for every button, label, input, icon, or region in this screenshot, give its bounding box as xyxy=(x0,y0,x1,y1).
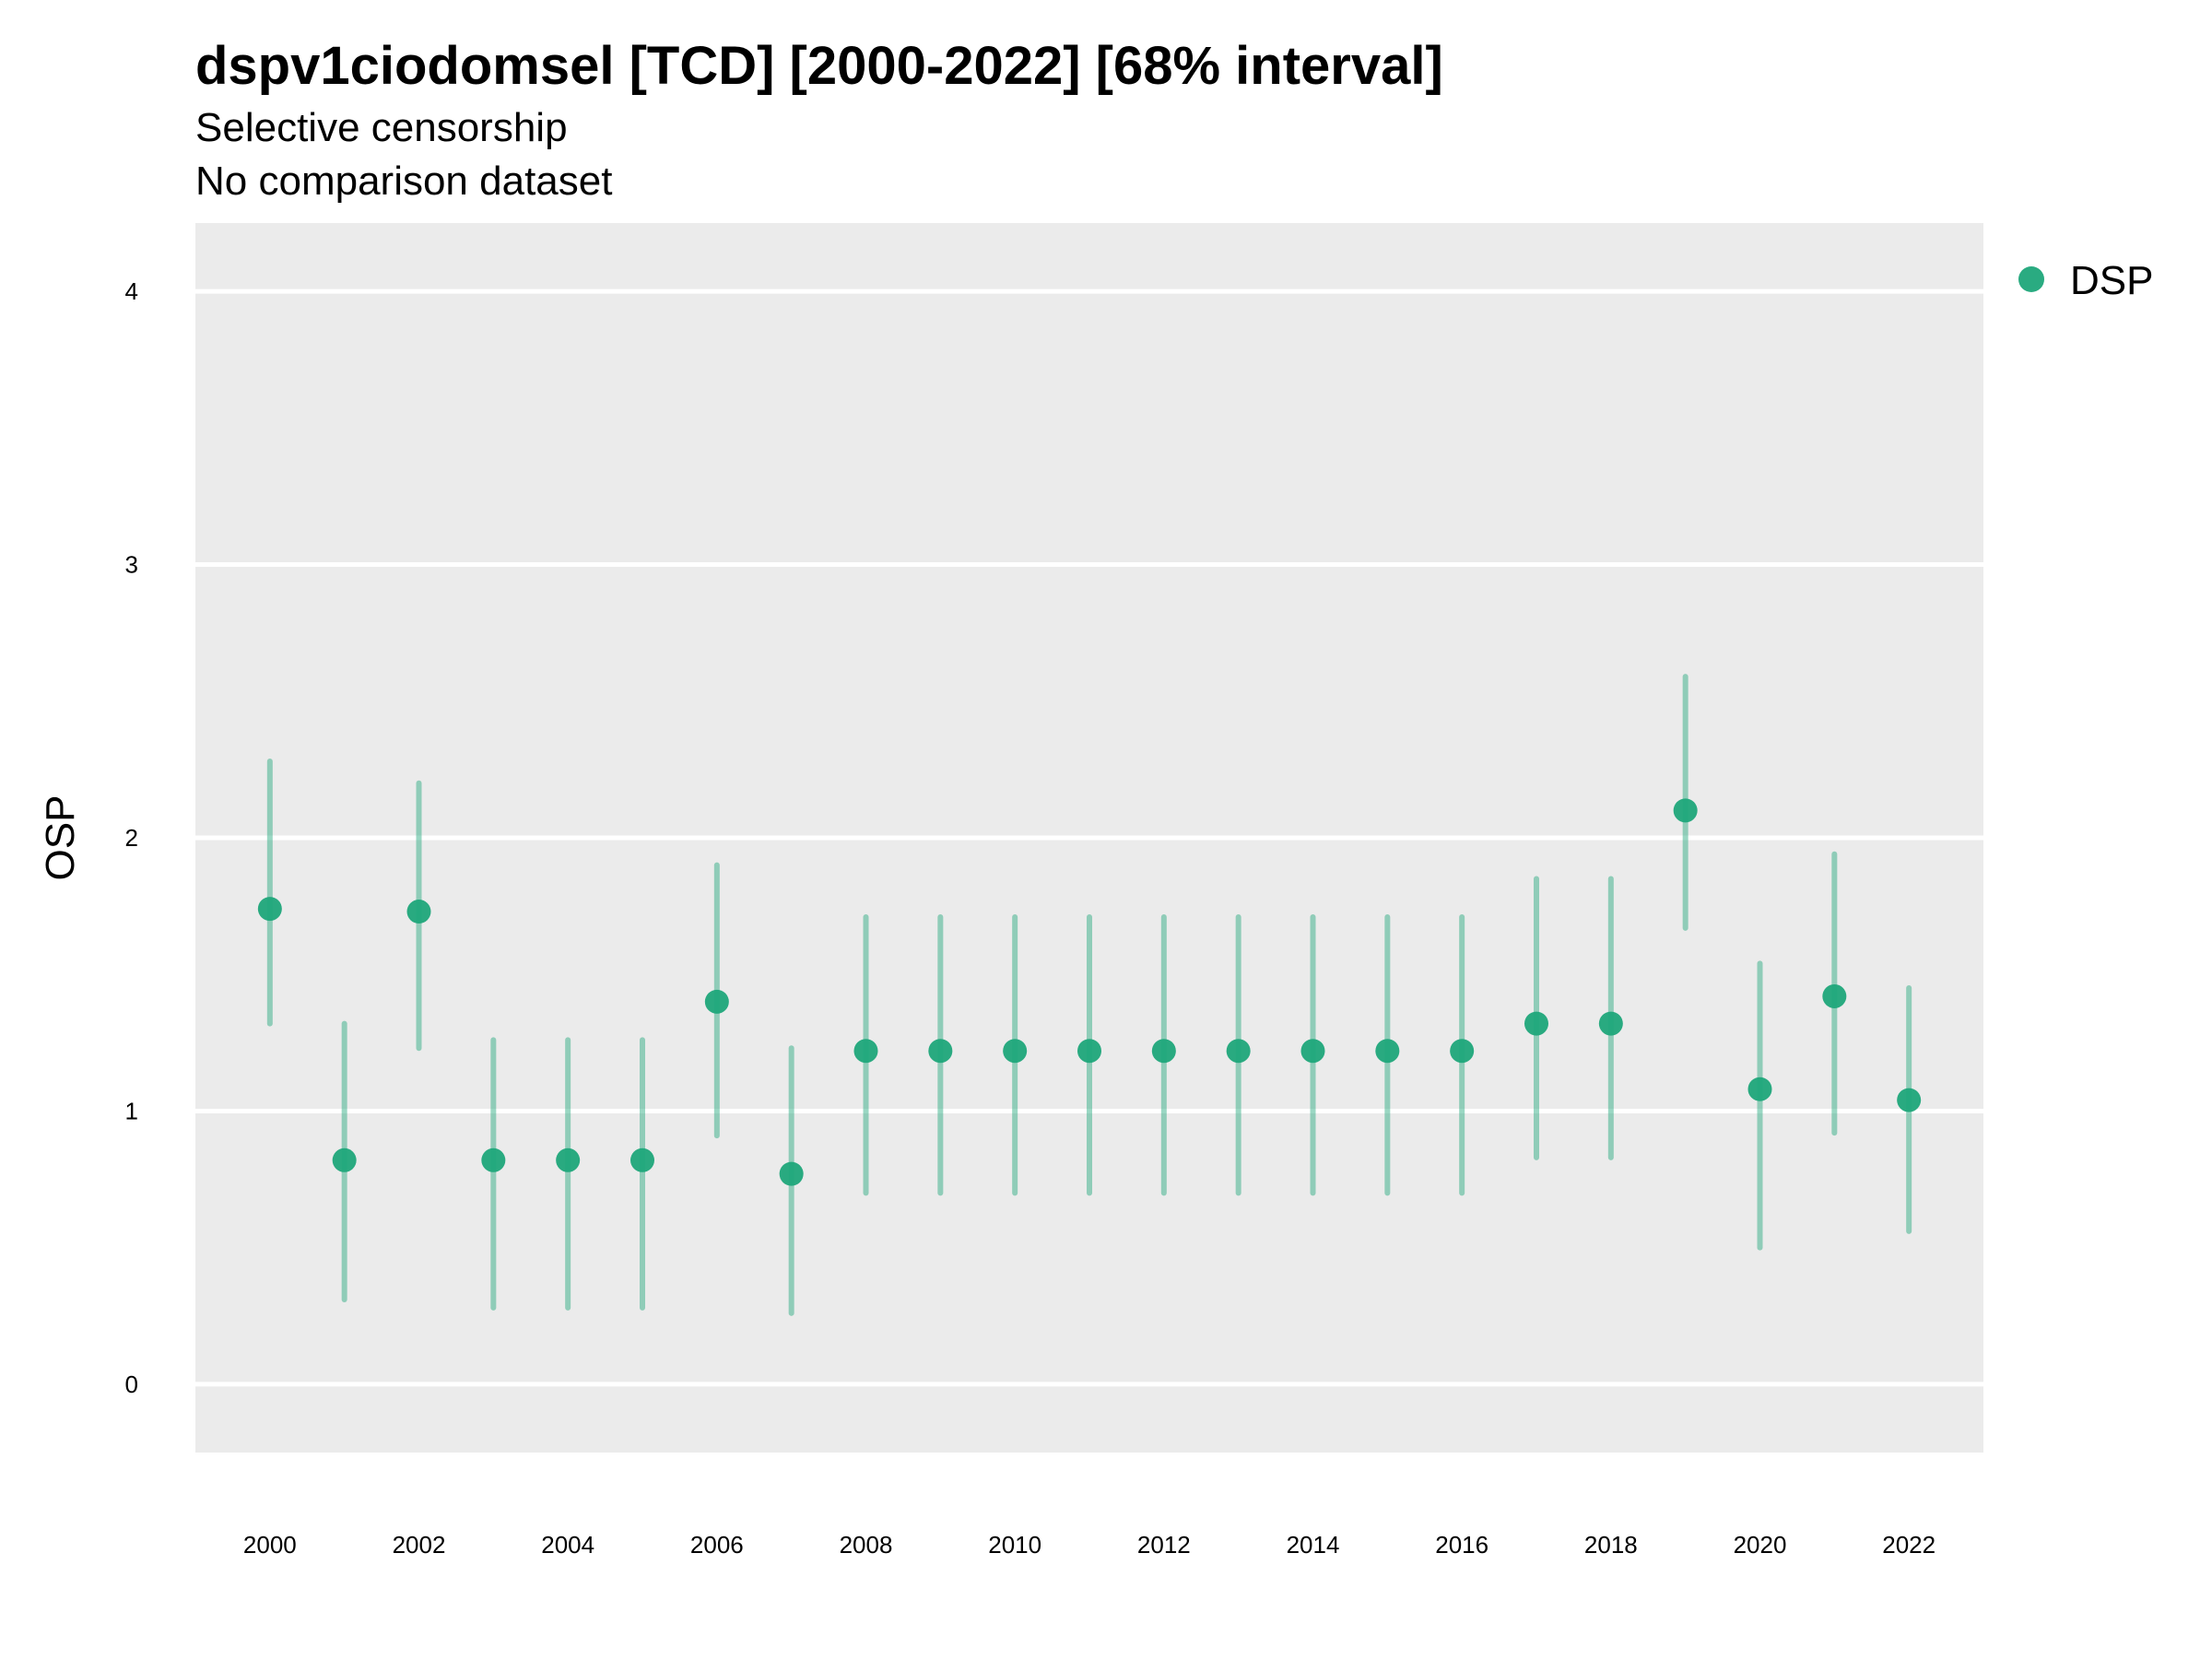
x-tick-label: 2004 xyxy=(541,1531,594,1559)
data-point xyxy=(1897,1088,1922,1112)
x-tick-labels: 2000 2002 2004 2006 2008 2010 2012 2014 2016 2018… xyxy=(243,1531,1936,1559)
data-point xyxy=(556,1147,581,1172)
data-point xyxy=(1226,1039,1251,1064)
data-point xyxy=(779,1161,804,1186)
x-tick-label: 2000 xyxy=(243,1531,297,1559)
data-points xyxy=(257,798,1922,1186)
data-point xyxy=(257,897,282,922)
legend-marker-dsp xyxy=(2018,266,2044,292)
chart-title: dspv1ciodomsel [TCD] [2000-2022] [68% in… xyxy=(195,36,1443,96)
y-axis-title: OSP xyxy=(38,795,83,881)
data-point xyxy=(630,1147,654,1172)
y-tick-label: 2 xyxy=(125,824,138,852)
x-tick-label: 2010 xyxy=(988,1531,1041,1559)
x-tick-label: 2002 xyxy=(393,1531,446,1559)
data-point xyxy=(1003,1039,1028,1064)
x-tick-label: 2020 xyxy=(1734,1531,1787,1559)
x-tick-label: 2016 xyxy=(1435,1531,1488,1559)
y-tick-label: 0 xyxy=(125,1371,138,1398)
data-point xyxy=(1375,1039,1400,1064)
x-tick-label: 2012 xyxy=(1137,1531,1191,1559)
data-point xyxy=(928,1039,953,1064)
data-point xyxy=(1151,1039,1176,1064)
y-tick-labels: 0 1 2 3 4 xyxy=(125,277,138,1398)
x-tick-label: 2018 xyxy=(1584,1531,1638,1559)
data-point xyxy=(1598,1011,1623,1036)
data-point xyxy=(1747,1077,1772,1101)
data-point xyxy=(704,989,729,1014)
data-point xyxy=(1077,1039,1101,1064)
data-point xyxy=(481,1147,506,1172)
x-tick-label: 2006 xyxy=(690,1531,744,1559)
y-tick-label: 4 xyxy=(125,277,138,305)
data-point xyxy=(1450,1039,1475,1064)
chart-subtitle-1: Selective censorship xyxy=(195,105,568,150)
data-point xyxy=(1524,1011,1548,1036)
grid-lines xyxy=(195,288,1983,1387)
x-tick-label: 2022 xyxy=(1882,1531,1936,1559)
data-point xyxy=(1822,983,1847,1008)
legend-label-dsp: DSP xyxy=(2070,258,2153,303)
chart-subtitle-2: No comparison dataset xyxy=(195,159,613,204)
legend: DSP xyxy=(2018,258,2153,303)
data-point xyxy=(332,1147,357,1172)
x-tick-label: 2014 xyxy=(1287,1531,1340,1559)
data-point xyxy=(1300,1039,1325,1064)
data-point xyxy=(406,900,431,924)
x-tick-label: 2008 xyxy=(840,1531,893,1559)
y-tick-label: 1 xyxy=(125,1097,138,1124)
data-point xyxy=(853,1039,878,1064)
y-tick-label: 3 xyxy=(125,551,138,579)
data-point xyxy=(1673,798,1698,823)
